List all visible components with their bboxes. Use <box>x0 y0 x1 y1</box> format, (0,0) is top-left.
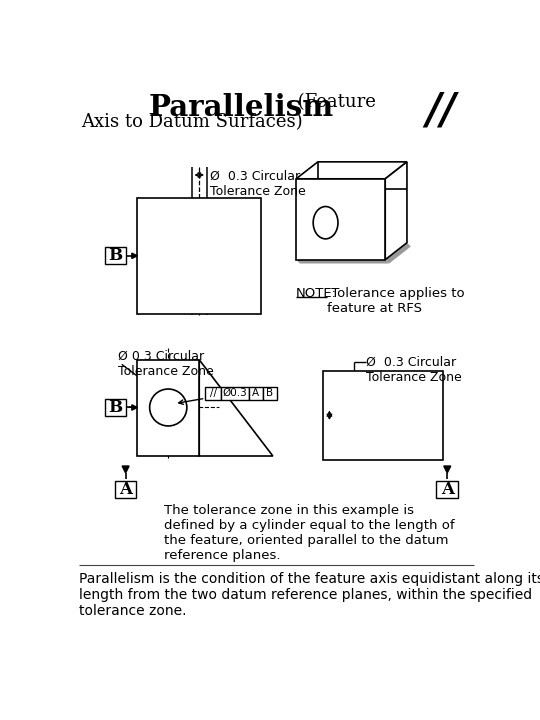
Text: A: A <box>119 482 132 498</box>
Polygon shape <box>132 253 137 258</box>
Text: A: A <box>441 482 454 498</box>
Bar <box>137 198 261 313</box>
Polygon shape <box>132 405 137 410</box>
Bar <box>205 387 221 400</box>
Polygon shape <box>385 243 411 264</box>
Bar <box>296 179 385 260</box>
Polygon shape <box>296 162 407 179</box>
Text: A: A <box>252 388 259 398</box>
Bar <box>105 248 126 264</box>
Text: NOTE:: NOTE: <box>296 287 337 300</box>
Text: B: B <box>109 247 123 264</box>
Text: Ø0.3: Ø0.3 <box>222 388 247 398</box>
Text: B: B <box>109 399 123 416</box>
Polygon shape <box>199 360 273 456</box>
Text: Parallelism: Parallelism <box>149 93 334 122</box>
Bar <box>221 387 249 400</box>
Polygon shape <box>296 260 389 264</box>
Bar <box>323 372 443 460</box>
Text: The tolerance zone in this example is
defined by a cylinder equal to the length : The tolerance zone in this example is de… <box>164 504 455 562</box>
Bar <box>436 482 458 498</box>
Polygon shape <box>385 162 407 260</box>
Circle shape <box>150 389 187 426</box>
Text: Axis to Datum Surfaces): Axis to Datum Surfaces) <box>82 112 303 130</box>
Text: Ø 0.3 Circular
Tolerance Zone: Ø 0.3 Circular Tolerance Zone <box>118 350 214 378</box>
Text: Tolerance applies to
feature at RFS: Tolerance applies to feature at RFS <box>327 287 465 315</box>
Polygon shape <box>122 466 129 473</box>
Ellipse shape <box>313 207 338 239</box>
Text: //: // <box>210 388 217 398</box>
Text: Ø  0.3 Circular
Tolerance Zone: Ø 0.3 Circular Tolerance Zone <box>210 169 306 197</box>
Text: (Feature: (Feature <box>292 94 376 112</box>
Bar <box>249 387 263 400</box>
Bar <box>263 387 277 400</box>
Text: //: // <box>426 89 456 132</box>
Text: Ø  0.3 Circular
Tolerance Zone: Ø 0.3 Circular Tolerance Zone <box>366 356 462 384</box>
Text: B: B <box>266 388 273 398</box>
Polygon shape <box>444 466 451 473</box>
Bar <box>115 482 137 498</box>
Bar <box>137 360 199 456</box>
Text: Parallelism is the condition of the feature axis equidistant along its
length fr: Parallelism is the condition of the feat… <box>79 572 540 618</box>
Bar <box>105 399 126 416</box>
